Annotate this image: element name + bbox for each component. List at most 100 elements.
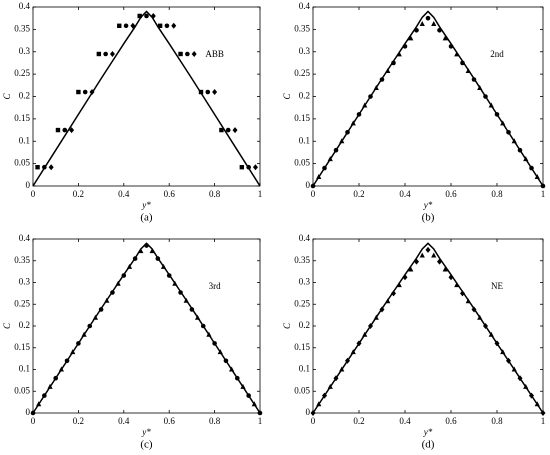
marker-square <box>55 127 61 133</box>
axes-frame <box>32 238 261 414</box>
x-axis-label: y* <box>141 427 151 437</box>
caption: (d) <box>422 439 435 451</box>
y-tick-label: 0.25 <box>294 68 310 78</box>
marker-triangle <box>47 383 53 389</box>
marker-triangle <box>362 331 368 337</box>
curve <box>32 10 261 187</box>
y-tick-label: 0.25 <box>14 298 30 308</box>
x-tick-label: 1 <box>258 416 263 426</box>
y-tick-label: 0.1 <box>299 364 310 374</box>
marker-circle <box>87 323 93 329</box>
x-tick-label: 0.4 <box>118 189 130 199</box>
marker-circle <box>322 165 327 171</box>
marker-square <box>239 165 245 170</box>
marker-circle <box>257 410 263 416</box>
x-tick-label: 0.2 <box>353 416 364 426</box>
x-tick-label: 0.6 <box>445 189 457 199</box>
y-tick-label: 0.35 <box>294 255 310 265</box>
marker-triangle <box>327 156 333 162</box>
marker-diamond <box>356 340 362 347</box>
marker-circle <box>144 243 149 248</box>
marker-triangle <box>396 51 402 57</box>
marker-triangle <box>36 401 42 407</box>
marker-triangle <box>138 248 144 254</box>
y-tick-label: 0.4 <box>19 233 31 243</box>
y-tick-label: 0.4 <box>299 1 311 11</box>
marker-triangle <box>431 21 437 27</box>
marker-triangle <box>534 174 540 180</box>
marker-triangle <box>442 35 448 41</box>
marker-square <box>219 127 224 133</box>
marker-diamond <box>322 392 327 399</box>
marker-triangle <box>373 84 379 90</box>
marker-triangle <box>534 401 540 407</box>
marker-triangle <box>500 120 506 126</box>
marker-diamond <box>252 164 258 171</box>
marker-triangle <box>523 383 529 389</box>
y-axis-label: C <box>2 93 12 100</box>
marker-triangle <box>194 314 201 320</box>
y-tick-label: 0.05 <box>294 385 310 395</box>
marker-circle <box>121 273 127 278</box>
x-axis-label: y* <box>423 200 433 210</box>
marker-triangle <box>477 314 483 320</box>
marker-diamond <box>379 306 385 313</box>
y-tick-label: 0.3 <box>19 46 31 56</box>
marker-diamond <box>506 357 511 364</box>
x-tick-label: 0.4 <box>399 189 411 199</box>
marker-triangle <box>465 298 471 304</box>
y-tick-label: 0.2 <box>299 91 310 101</box>
marker-circle <box>103 51 108 57</box>
marker-square <box>157 23 163 28</box>
marker-square <box>198 89 204 95</box>
x-tick-label: 0.8 <box>209 189 221 199</box>
x-tick-label: 0.8 <box>491 189 503 199</box>
marker-circle <box>164 23 170 29</box>
marker-triangle <box>115 280 121 286</box>
y-tick-label: 0.2 <box>19 320 30 330</box>
x-tick-label: 0.2 <box>73 189 84 199</box>
x-axis-label: y* <box>423 427 433 437</box>
x-tick-label: 1 <box>541 416 546 426</box>
marker-diamond <box>391 290 396 297</box>
marker-square <box>178 51 183 57</box>
curve <box>312 242 544 414</box>
axes-frame <box>312 6 544 187</box>
marker-triangle <box>408 266 414 272</box>
y-tick-label: 0.4 <box>19 1 31 11</box>
marker-circle <box>391 60 396 66</box>
y-axis-label: C <box>282 322 292 329</box>
marker-triangle <box>385 298 391 304</box>
marker-diamond <box>212 89 218 96</box>
marker-triangle <box>419 21 425 27</box>
marker-diamond <box>483 323 488 329</box>
y-tick-label: 0.35 <box>294 23 310 33</box>
panel-label: NE <box>491 281 503 291</box>
y-tick-label: 0.2 <box>19 91 30 101</box>
marker-triangle <box>454 282 460 288</box>
marker-circle <box>235 375 240 381</box>
y-tick-label: 0.35 <box>14 23 30 33</box>
marker-triangle <box>396 282 402 288</box>
marker-circle <box>205 89 211 95</box>
marker-circle <box>246 164 251 170</box>
marker-diamond <box>130 22 136 29</box>
axes-frame <box>312 238 544 414</box>
marker-triangle <box>316 174 322 180</box>
x-tick-label: 0 <box>31 416 36 426</box>
curve <box>312 10 544 187</box>
y-tick-label: 0 <box>306 407 311 417</box>
x-tick-label: 0.6 <box>164 189 176 199</box>
marker-circle <box>494 112 500 117</box>
marker-triangle <box>104 297 110 303</box>
panel-label: ABB <box>205 49 224 59</box>
marker-triangle <box>511 366 517 372</box>
y-tick-label: 0.2 <box>299 320 310 330</box>
marker-circle <box>246 393 251 398</box>
y-tick-label: 0.1 <box>299 135 310 145</box>
marker-circle <box>132 256 138 261</box>
marker-diamond <box>471 306 477 313</box>
y-axis-label: C <box>2 322 12 329</box>
marker-diamond <box>48 164 54 171</box>
